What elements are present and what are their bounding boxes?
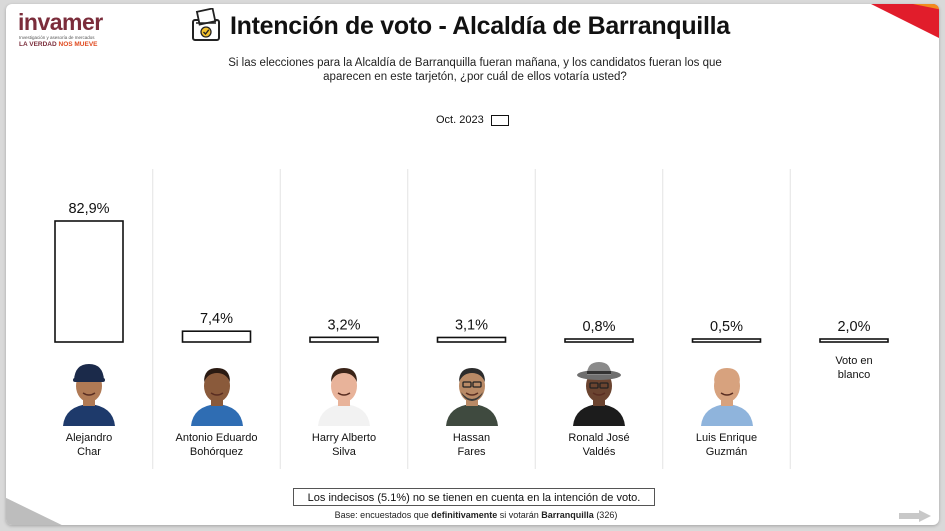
corner-bottom-decoration [6, 497, 62, 525]
candidate-photo-1 [63, 364, 115, 426]
candidate-name-1: Alejandro Char [34, 432, 144, 459]
bar-5 [564, 338, 634, 343]
data-label-7: 2,0% [837, 319, 870, 335]
candidate-name-6: Luis Enrique Guzmán [672, 432, 782, 459]
candidate-photo-5 [573, 362, 625, 426]
base-bold-1: definitivamente [431, 510, 498, 520]
candidate-photo-3 [318, 368, 370, 426]
bar-2 [181, 330, 252, 343]
candidate-photo-2 [190, 368, 243, 426]
bar-1 [54, 220, 124, 343]
candidate-name-line1: Hassan [452, 432, 491, 444]
candidate-name-3: Harry Alberto Silva [289, 432, 399, 459]
next-slide-arrow-icon[interactable] [899, 510, 931, 522]
brand-subtitle: Investigación y asesoría de mercados [19, 35, 95, 40]
candidate-name-line1: Luis Enrique [695, 432, 758, 444]
candidate-name-5: Ronald José Valdés [544, 432, 654, 459]
slide: invamer Investigación y asesoría de merc… [6, 4, 939, 525]
legend-label: Oct. 2023 [436, 114, 484, 126]
base-suffix: (326) [593, 510, 618, 520]
candidate-name-line1: Antonio Eduardo [175, 432, 258, 444]
survey-question: Si las elecciones para la Alcaldía de Ba… [228, 57, 722, 83]
bar-4 [436, 336, 507, 343]
base-middle: si votarán [497, 510, 542, 520]
candidate-name-7: Voto en blanco [799, 355, 909, 382]
undecided-footnote: Los indecisos (5.1%) no se tienen en cue… [293, 488, 655, 506]
bar-7 [819, 338, 889, 343]
sample-base-note: Base: encuestados que definitivamente si… [296, 510, 656, 520]
candidate-name-line2: Silva [332, 445, 356, 458]
bar-chart: 82,9% 7,4% 3,2% 3,1% 0,8% 0,5% 2,0% [54, 169, 889, 469]
data-label-6: 0,5% [710, 319, 743, 335]
candidate-name-line2: Bohórquez [189, 445, 244, 458]
data-label-3: 3,2% [327, 317, 360, 333]
bar-3 [309, 336, 379, 343]
corner-accent-decoration [871, 4, 939, 38]
candidate-name-line2: Fares [457, 445, 486, 458]
chart-legend: Oct. 2023 [436, 114, 509, 126]
candidate-photo-4 [445, 368, 498, 426]
data-label-5: 0,8% [582, 319, 615, 335]
base-prefix: Base: encuestados que [334, 510, 432, 520]
candidate-name-line1: Alejandro [65, 432, 113, 444]
brand-tagline-b: NOS MUEVE [58, 41, 98, 48]
candidate-name-line2: Char [77, 445, 101, 458]
candidate-name-line1: Ronald José [568, 432, 630, 444]
candidate-name-line2: Guzmán [705, 445, 748, 458]
brand-tagline: LA VERDAD NOS MUEVE [19, 41, 98, 48]
legend-swatch [490, 114, 509, 126]
brand-name: invamer [18, 9, 103, 35]
brand-tagline-a: LA VERDAD [19, 41, 57, 48]
base-bold-2: Barranquilla [541, 510, 594, 520]
candidate-name-line1: Harry Alberto [311, 432, 377, 444]
candidate-name-2: Antonio Eduardo Bohórquez [162, 432, 272, 459]
bar-6 [691, 338, 762, 343]
data-label-1: 82,9% [68, 201, 109, 217]
candidate-name-line1: Voto en [835, 355, 873, 367]
data-label-2: 7,4% [200, 311, 233, 327]
candidate-photo-6 [700, 368, 753, 426]
ballot-box-icon [192, 8, 220, 41]
brand-logo: invamer Investigación y asesoría de merc… [18, 10, 118, 54]
candidate-name-line2: blanco [837, 368, 871, 381]
data-label-4: 3,1% [455, 317, 488, 333]
page-title: Intención de voto - Alcaldía de Barranqu… [230, 12, 730, 40]
candidate-name-line2: Valdés [582, 445, 616, 458]
candidate-name-4: Hassan Fares [417, 432, 527, 459]
